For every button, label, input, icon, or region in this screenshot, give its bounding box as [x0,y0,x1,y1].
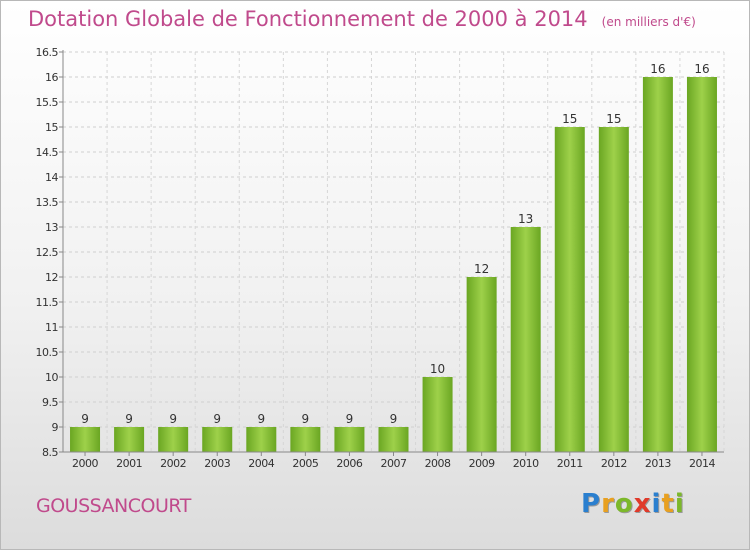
y-tick-label: 12.5 [36,246,59,259]
x-tick-label: 2014 [689,457,715,470]
y-tick-label: 10.5 [36,346,59,359]
x-tick-label: 2007 [381,457,407,470]
y-tick-label: 9 [52,421,59,434]
logo-letter: i [674,489,685,519]
y-tick-label: 13.5 [36,196,59,209]
data-label: 10 [430,362,445,376]
logo-letter: x [633,489,652,519]
y-tick-label: 14 [45,171,58,184]
data-label: 9 [169,412,177,426]
y-tick-label: 10 [45,371,58,384]
bar [642,77,673,452]
bar [158,427,189,452]
data-label: 9 [213,412,221,426]
commune-name: GOUSSANCOURT [36,495,191,517]
data-label: 16 [650,62,665,76]
data-label: 9 [81,412,89,426]
data-label: 9 [302,412,310,426]
y-tick-label: 15 [45,121,58,134]
y-tick-label: 16 [45,71,58,84]
bar [70,427,101,452]
x-tick-label: 2001 [116,457,142,470]
bar [202,427,233,452]
bar [246,427,277,452]
logo-letter: o [614,489,634,519]
bars: 9 9 9 9 9 9 9 9 10 12 13 15 15 16 16 [70,62,717,452]
x-tick-label: 2012 [601,457,627,470]
chart-title: Dotation Globale de Fonctionnement de 20… [28,7,696,31]
logo-letter: P [581,489,602,519]
x-tick-label: 2013 [645,457,671,470]
bar [686,77,717,452]
x-tick-label: 2005 [292,457,318,470]
x-tick-label: 2003 [204,457,230,470]
bar [466,277,497,452]
y-tick-label: 12 [45,271,58,284]
x-tick-label: 2009 [469,457,495,470]
data-label: 15 [562,112,577,126]
data-label: 13 [518,212,533,226]
data-label: 9 [346,412,354,426]
y-tick-label: 16.5 [36,46,59,59]
data-label: 9 [125,412,133,426]
data-label: 9 [257,412,265,426]
x-tick-label: 2000 [72,457,98,470]
bar [290,427,321,452]
y-tick-label: 14.5 [36,146,59,159]
data-label: 15 [606,112,621,126]
logo-letter: i [651,489,662,519]
x-tick-label: 2010 [513,457,539,470]
title-text: Dotation Globale de Fonctionnement de 20… [28,7,588,31]
x-tick-label: 2004 [248,457,274,470]
logo-letter: t [661,489,675,519]
y-tick-label: 13 [45,221,58,234]
data-label: 9 [390,412,398,426]
y-tick-label: 9.5 [42,396,58,409]
proxiti-logo: Proxiti [581,489,685,519]
x-tick-label: 2011 [557,457,583,470]
bar [598,127,629,452]
bar [378,427,409,452]
bar [554,127,585,452]
y-tick-label: 11.5 [36,296,59,309]
unit-label: (en milliers d'€) [601,15,696,29]
y-tick-label: 11 [45,321,58,334]
data-label: 12 [474,262,489,276]
bar [510,227,541,452]
bar [114,427,145,452]
x-tick-label: 2002 [160,457,186,470]
x-tick-label: 2006 [336,457,362,470]
data-label: 16 [694,62,709,76]
axes: 8.5 9 9.5 10 10.5 11 11.5 12 12.5 13 13.5 14 14.5 15 1… [36,46,724,470]
bar [334,427,365,452]
logo-letter: r [601,489,615,519]
y-tick-label: 15.5 [36,96,59,109]
x-tick-label: 2008 [425,457,451,470]
y-tick-label: 8.5 [42,446,58,459]
bar [422,377,453,452]
